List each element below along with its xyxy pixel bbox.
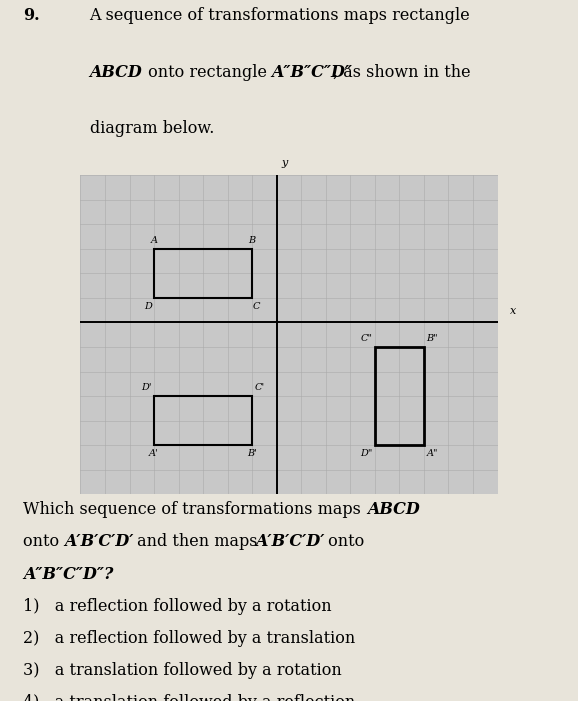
Text: 1)   a reflection followed by a rotation: 1) a reflection followed by a rotation: [23, 597, 332, 615]
Text: , as shown in the: , as shown in the: [333, 64, 470, 81]
Bar: [375, 347, 424, 445]
Text: C': C': [255, 383, 265, 393]
Text: D: D: [144, 301, 151, 311]
Text: A: A: [150, 236, 158, 245]
Text: x: x: [510, 306, 516, 316]
Text: and then maps: and then maps: [132, 533, 262, 550]
Text: A′B′C′D′: A′B′C′D′: [65, 533, 134, 550]
Text: 2)   a reflection followed by a translation: 2) a reflection followed by a translatio…: [23, 629, 355, 646]
Text: A′B′C′D′: A′B′C′D′: [255, 533, 325, 550]
Text: A″B″C″D″: A″B″C″D″: [271, 64, 352, 81]
Text: diagram below.: diagram below.: [90, 121, 214, 137]
Text: B': B': [247, 449, 257, 458]
Text: ABCD: ABCD: [90, 64, 142, 81]
Text: 4)   a translation followed by a reflection: 4) a translation followed by a reflectio…: [23, 694, 355, 701]
Text: A": A": [427, 449, 438, 458]
Text: A″B″C″D″?: A″B″C″D″?: [23, 566, 113, 583]
Text: C": C": [361, 334, 372, 343]
Text: A': A': [149, 449, 159, 458]
Text: onto: onto: [23, 533, 64, 550]
Text: D": D": [360, 449, 372, 458]
Text: onto rectangle: onto rectangle: [143, 64, 272, 81]
Text: onto: onto: [323, 533, 364, 550]
Text: Which sequence of transformations maps: Which sequence of transformations maps: [23, 501, 366, 519]
Text: y: y: [281, 158, 288, 168]
Text: A sequence of transformations maps rectangle: A sequence of transformations maps recta…: [90, 7, 470, 24]
Text: 3)   a translation followed by a rotation: 3) a translation followed by a rotation: [23, 662, 342, 679]
Text: C: C: [252, 301, 260, 311]
Text: D': D': [141, 383, 151, 393]
Text: B: B: [249, 236, 255, 245]
Text: 9.: 9.: [23, 7, 40, 24]
Text: ABCD: ABCD: [368, 501, 420, 519]
Text: B": B": [427, 334, 438, 343]
Bar: [154, 396, 252, 445]
Bar: [154, 249, 252, 298]
